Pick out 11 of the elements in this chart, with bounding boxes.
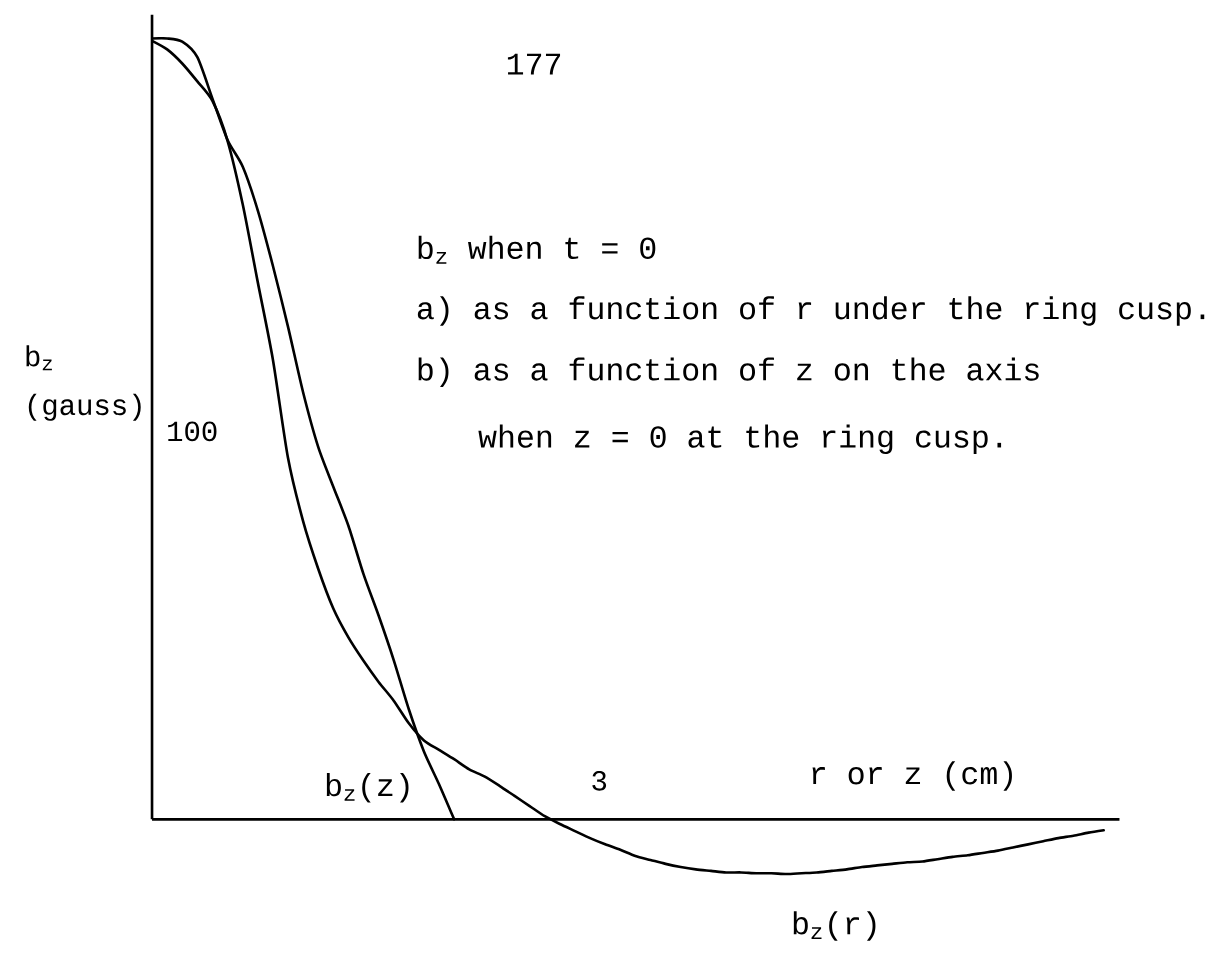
annotation: b) as a function of z on the axis: [418, 357, 1039, 388]
annotation: 100: [168, 421, 217, 442]
annotation: when z = 0 at the ring cusp.: [478, 424, 1002, 455]
y-axis-title: b$_{z}$ (gauss): [26, 345, 141, 422]
annotation: a) as a function of r under the ring cusp.: [417, 296, 1205, 326]
series-label: b$_{z}$(r): [793, 911, 876, 941]
x-axis-title: r or z (cm): [812, 761, 1012, 791]
annotation: 177: [507, 53, 561, 75]
series-label: b$_{z}$(z): [326, 773, 409, 803]
annotation: b$_{z}$ when t = 0: [418, 236, 656, 264]
annotation: 3: [592, 771, 607, 791]
